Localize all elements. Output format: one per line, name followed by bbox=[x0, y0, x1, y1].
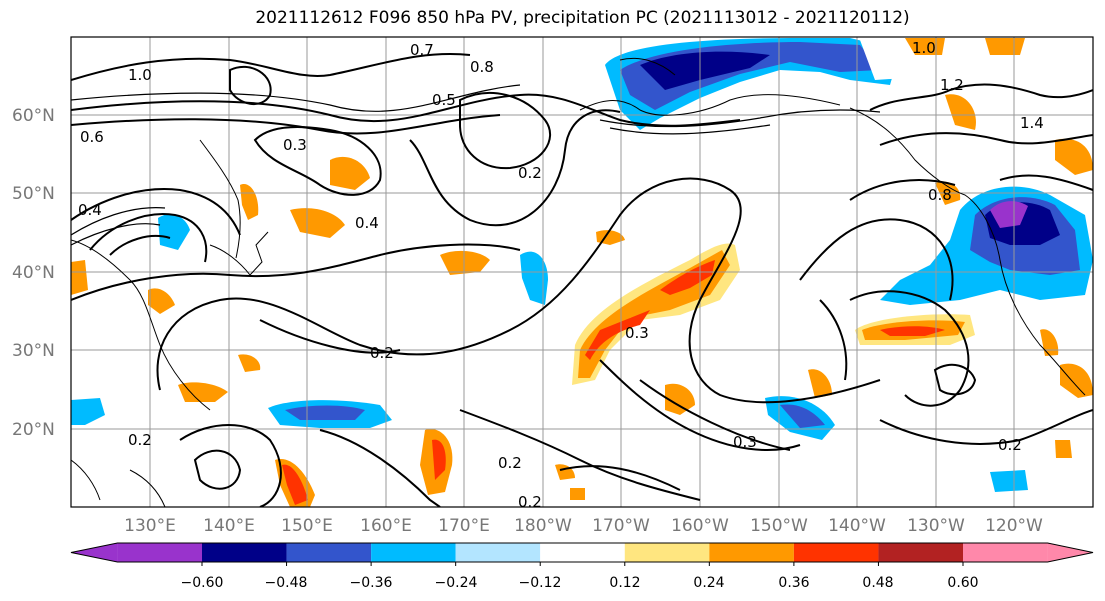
lon-labels: 130°E 140°E 150°E 160°E 170°E 180°W 170°… bbox=[124, 516, 1043, 536]
lat-label: 20°N bbox=[12, 420, 55, 440]
colorbar-segment bbox=[793, 543, 879, 562]
colorbar: −0.60 −0.48 −0.36 −0.24 −0.12 0.12 0.24 … bbox=[70, 542, 1094, 591]
lon-label: 140°E bbox=[203, 516, 255, 536]
colorbar-outline bbox=[70, 542, 1094, 563]
contour-label: 1.0 bbox=[912, 39, 936, 57]
contour-label: 0.6 bbox=[80, 128, 104, 146]
contour-label: 0.8 bbox=[470, 58, 494, 76]
contour-label: 0.8 bbox=[928, 186, 952, 204]
colorbar-tick-label: −0.48 bbox=[265, 575, 308, 591]
colorbar-segment bbox=[878, 543, 963, 562]
colorbar-tick-label: 0.12 bbox=[609, 575, 640, 591]
colorbar-tick-label: 0.36 bbox=[778, 575, 809, 591]
contour-label: 0.3 bbox=[283, 136, 307, 154]
map-title: 2021112612 F096 850 hPa PV, precipitatio… bbox=[255, 8, 910, 28]
colorbar-tick-label: 0.60 bbox=[947, 575, 978, 591]
colorbar-segment bbox=[117, 543, 202, 562]
contour-label: 0.2 bbox=[518, 493, 542, 511]
colorbar-segment bbox=[709, 543, 794, 562]
contour-label: 0.2 bbox=[128, 431, 152, 449]
contour-label: 0.2 bbox=[370, 344, 394, 362]
colorbar-segment bbox=[624, 543, 710, 562]
contour-label: 0.5 bbox=[432, 91, 456, 109]
contour-label: 1.2 bbox=[940, 76, 964, 94]
colorbar-segment bbox=[286, 543, 372, 562]
lon-label: 180°W bbox=[514, 516, 572, 536]
colorbar-tick-label: 0.24 bbox=[693, 575, 724, 591]
lat-label: 40°N bbox=[12, 263, 55, 283]
lon-label: 150°W bbox=[750, 516, 808, 536]
lon-label: 120°W bbox=[985, 516, 1043, 536]
lat-label: 30°N bbox=[12, 341, 55, 361]
colorbar-segment bbox=[455, 543, 541, 562]
contour-label: 0.4 bbox=[355, 214, 379, 232]
colorbar-segment bbox=[71, 543, 118, 562]
contour-label: 1.4 bbox=[1020, 114, 1044, 132]
lon-label: 160°W bbox=[671, 516, 729, 536]
colorbar-tick-label: −0.24 bbox=[435, 575, 478, 591]
colorbar-segment bbox=[540, 543, 625, 562]
lat-label: 60°N bbox=[12, 106, 55, 126]
precip-shading bbox=[71, 38, 1093, 507]
lon-label: 130°W bbox=[907, 516, 965, 536]
contour-label: 0.3 bbox=[733, 433, 757, 451]
contour-label: 0.2 bbox=[998, 436, 1022, 454]
lat-labels: 60°N 50°N 40°N 30°N 20°N bbox=[12, 106, 55, 440]
contour-labels: 1.0 0.8 0.7 0.6 0.5 0.4 0.3 0.2 0.2 0.3 … bbox=[78, 39, 1044, 511]
contour-label: 0.3 bbox=[625, 324, 649, 342]
contour-label: 0.2 bbox=[498, 454, 522, 472]
pv-contours-thin bbox=[71, 84, 881, 246]
contour-label: 1.0 bbox=[128, 66, 152, 84]
colorbar-tick-label: 0.48 bbox=[862, 575, 893, 591]
lon-label: 140°W bbox=[828, 516, 886, 536]
lon-label: 160°E bbox=[360, 516, 412, 536]
colorbar-tick-label: −0.60 bbox=[181, 575, 224, 591]
lon-label: 130°E bbox=[124, 516, 176, 536]
contour-label: 0.7 bbox=[410, 41, 434, 59]
plot-border bbox=[70, 36, 1094, 508]
colorbar-tick-labels: −0.60 −0.48 −0.36 −0.24 −0.12 0.12 0.24 … bbox=[181, 575, 979, 591]
colorbar-tick-label: −0.12 bbox=[519, 575, 562, 591]
pv-contours bbox=[71, 53, 1093, 507]
colorbar-tick-label: −0.36 bbox=[350, 575, 393, 591]
graticule bbox=[71, 37, 1093, 507]
contour-label: 0.4 bbox=[78, 201, 102, 219]
coastlines bbox=[71, 57, 1086, 507]
lon-label: 150°E bbox=[281, 516, 333, 536]
colorbar-segment bbox=[202, 543, 287, 562]
lon-label: 170°E bbox=[438, 516, 490, 536]
lat-label: 50°N bbox=[12, 184, 55, 204]
colorbar-segment bbox=[1047, 543, 1093, 562]
contour-label: 0.2 bbox=[518, 164, 542, 182]
colorbar-segment bbox=[963, 543, 1048, 562]
colorbar-segment bbox=[371, 543, 456, 562]
lon-label: 170°W bbox=[592, 516, 650, 536]
